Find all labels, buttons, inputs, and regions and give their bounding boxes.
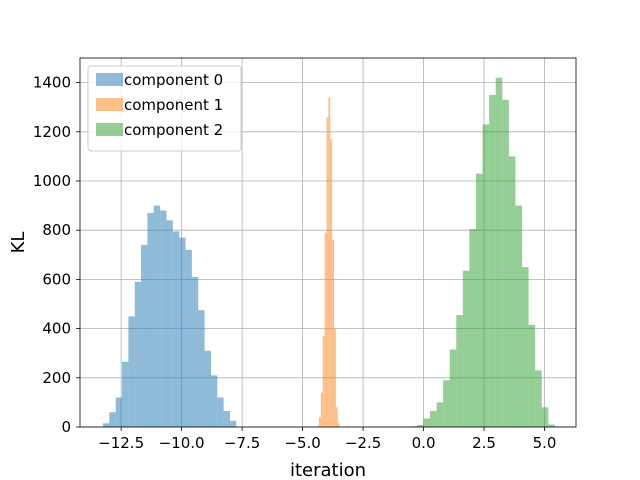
histogram-bar-component-0 bbox=[210, 375, 218, 427]
y-tick-label: 1400 bbox=[33, 74, 71, 92]
histogram-bar-component-0 bbox=[198, 310, 205, 427]
histogram-bar-component-0 bbox=[109, 412, 116, 427]
y-tick-label: 600 bbox=[42, 270, 71, 288]
x-tick-label: −7.5 bbox=[224, 434, 260, 452]
histogram-bar-component-2 bbox=[423, 418, 430, 427]
histogram-bar-component-2 bbox=[456, 315, 463, 427]
histogram-bar-component-0 bbox=[102, 423, 110, 427]
y-tick-label: 800 bbox=[42, 221, 71, 239]
histogram-bar-component-2 bbox=[416, 425, 424, 427]
histogram-bar-component-2 bbox=[489, 94, 496, 428]
histogram-bar-component-0 bbox=[153, 205, 161, 427]
histogram-bar-component-0 bbox=[141, 244, 148, 427]
histogram-bar-component-2 bbox=[462, 270, 470, 427]
x-tick-label: 2.5 bbox=[472, 434, 496, 452]
y-axis-label: KL bbox=[8, 232, 29, 254]
histogram-bar-component-2 bbox=[548, 424, 555, 427]
histogram-bar-component-1 bbox=[328, 97, 331, 428]
histogram-bar-component-0 bbox=[122, 361, 129, 427]
legend: component 0 component 1 component 2 bbox=[87, 65, 242, 152]
histogram-bars bbox=[102, 77, 562, 428]
histogram-bar-component-0 bbox=[179, 237, 186, 427]
histogram-bar-component-2 bbox=[449, 349, 457, 427]
histogram-bar-component-0 bbox=[230, 420, 237, 427]
histogram-bar-component-2 bbox=[482, 124, 490, 428]
histogram-bar-component-1 bbox=[333, 328, 336, 427]
histogram-bar-component-2 bbox=[541, 407, 549, 427]
histogram-bar-component-1 bbox=[337, 423, 340, 427]
histogram-bar-component-2 bbox=[436, 402, 444, 427]
histogram-bar-component-1 bbox=[322, 335, 325, 427]
histogram-bar-component-2 bbox=[508, 156, 516, 427]
y-tick-label: 1000 bbox=[33, 172, 71, 190]
histogram-bar-component-1 bbox=[318, 417, 321, 427]
histogram-bar-component-2 bbox=[469, 228, 477, 427]
histogram-bar-component-2 bbox=[495, 77, 503, 428]
histogram-bar-component-0 bbox=[160, 210, 167, 427]
histogram-bar-component-0 bbox=[185, 249, 192, 427]
histogram-bar-component-2 bbox=[443, 380, 450, 427]
histogram-bar-component-1 bbox=[317, 425, 319, 427]
histogram-bar-component-1 bbox=[335, 407, 338, 427]
histogram-bar-component-2 bbox=[476, 173, 483, 427]
y-tick-label: 200 bbox=[42, 369, 71, 387]
y-tick-label: 400 bbox=[42, 320, 71, 338]
histogram-bar-component-0 bbox=[147, 212, 154, 427]
legend-swatch bbox=[96, 73, 123, 86]
x-tick-label: −5.0 bbox=[284, 434, 320, 452]
y-axis-ticks: 0 200 400 600 800 1000 1200 1400 bbox=[33, 74, 80, 436]
histogram-bar-component-1 bbox=[320, 392, 323, 427]
histogram-bar-component-1 bbox=[332, 240, 334, 427]
x-tick-label: −12.5 bbox=[98, 434, 144, 452]
legend-label: component 1 bbox=[124, 96, 223, 114]
histogram-bar-component-2 bbox=[528, 324, 536, 427]
histogram-bar-component-2 bbox=[502, 99, 509, 427]
histogram-bar-component-2 bbox=[535, 370, 542, 427]
histogram-bar-component-1 bbox=[324, 232, 327, 427]
histogram-bar-component-1 bbox=[326, 117, 329, 427]
legend-swatch bbox=[96, 98, 123, 111]
histogram-bar-component-1 bbox=[330, 139, 333, 427]
x-tick-label: −2.5 bbox=[345, 434, 381, 452]
histogram-bar-component-0 bbox=[172, 231, 180, 427]
legend-label: component 2 bbox=[124, 121, 223, 139]
legend-box bbox=[87, 65, 242, 152]
histogram-bar-component-0 bbox=[128, 316, 135, 427]
histogram-bar-component-0 bbox=[166, 220, 173, 427]
x-axis-label: iteration bbox=[290, 460, 366, 480]
histogram-bar-component-0 bbox=[223, 411, 231, 427]
x-axis-ticks: −12.5 −10.0 −7.5 −5.0 −2.5 0.0 2.5 5.0 bbox=[98, 427, 556, 452]
histogram-bar-component-0 bbox=[217, 397, 224, 427]
histogram-bar-component-0 bbox=[134, 281, 142, 427]
x-tick-label: 5.0 bbox=[533, 434, 557, 452]
histogram-bar-component-2 bbox=[429, 411, 437, 427]
y-tick-label: 0 bbox=[61, 418, 71, 436]
legend-swatch bbox=[96, 123, 123, 136]
legend-label: component 0 bbox=[124, 71, 223, 89]
y-tick-label: 1200 bbox=[33, 123, 71, 141]
histogram-bar-component-0 bbox=[204, 350, 211, 427]
histogram-bar-component-2 bbox=[515, 205, 523, 427]
x-tick-label: 0.0 bbox=[412, 434, 436, 452]
plot-frame bbox=[79, 57, 577, 428]
x-tick-label: −10.0 bbox=[159, 434, 205, 452]
histogram-bar-component-2 bbox=[522, 267, 529, 427]
histogram-bar-component-0 bbox=[115, 397, 123, 427]
histogram-bar-component-0 bbox=[191, 276, 199, 427]
